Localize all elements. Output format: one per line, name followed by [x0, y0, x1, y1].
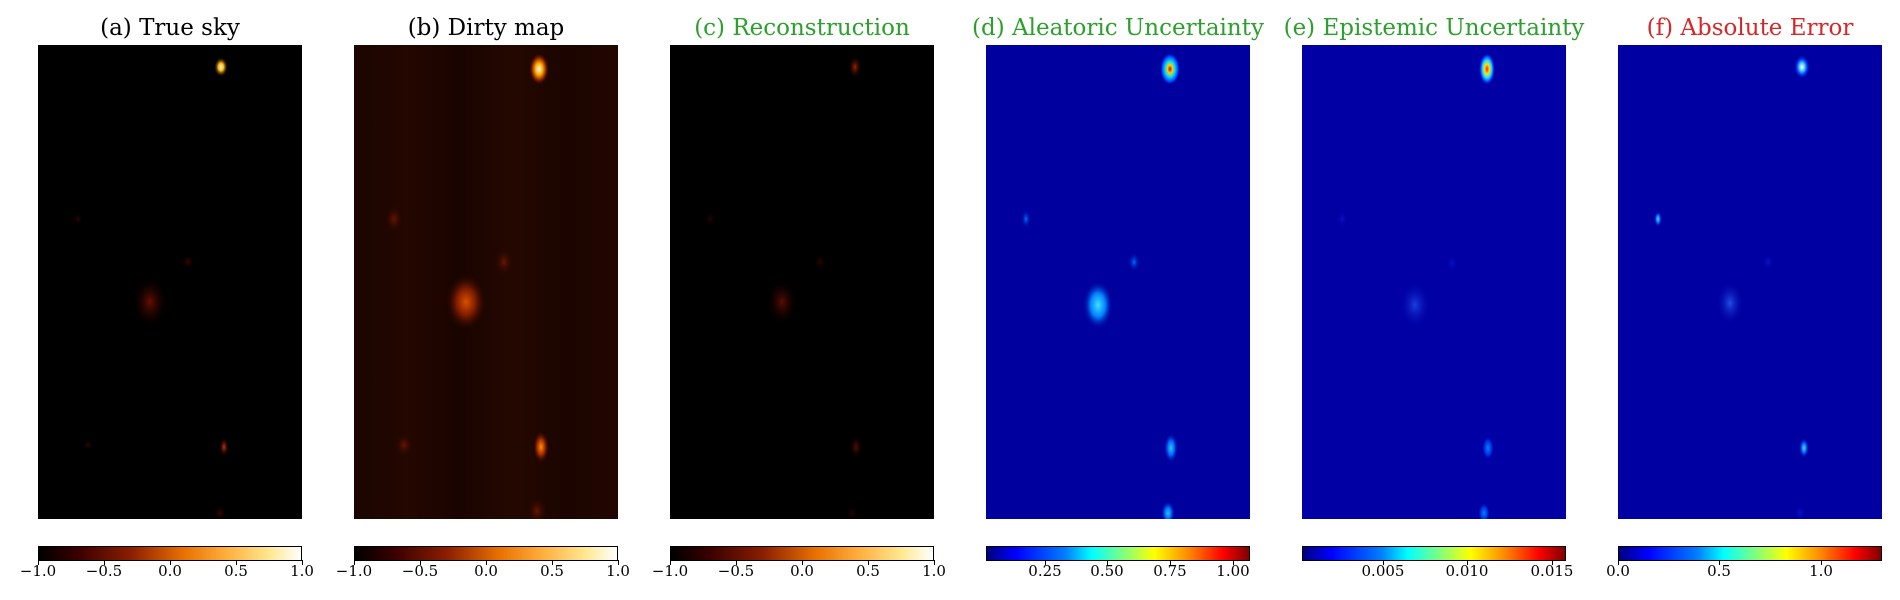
- colorbar-tick-label: 0.50: [1090, 562, 1124, 580]
- colorbar-tick-label: −0.5: [401, 562, 439, 580]
- panel-title: (e) Epistemic Uncertainty: [1283, 15, 1585, 41]
- colorbar-tick-mark: [38, 560, 39, 565]
- panel-title: (f) Absolute Error: [1646, 15, 1854, 41]
- colorbar: [1618, 546, 1882, 561]
- image-epistemic-uncertainty: [1302, 45, 1566, 519]
- colorbar-tick-mark: [486, 560, 487, 565]
- colorbar-tick-label: −1.0: [335, 562, 373, 580]
- colorbar-tick-mark: [104, 560, 105, 565]
- panel-title: (a) True sky: [100, 15, 240, 41]
- colorbar-tick-label: 0.010: [1445, 562, 1489, 580]
- colorbar-tick-label: 1.0: [1809, 562, 1833, 580]
- colorbar: [354, 546, 618, 561]
- colorbar-tick-label: 0.005: [1361, 562, 1405, 580]
- colorbar-tick-mark: [552, 560, 553, 565]
- panel-true-sky: (a) True sky −1.0 −0.5 0.0 0.5 1.0: [20, 0, 314, 600]
- panel-reconstruction: (c) Reconstruction −1.0 −0.5 0.0 0.5 1.0: [652, 0, 946, 600]
- colorbar-tick-label: 0.5: [1707, 562, 1731, 580]
- colorbar-tick-label: 0.0: [790, 562, 814, 580]
- colorbar-tick-label: 0.5: [224, 562, 248, 580]
- colorbar-tick-mark: [1618, 560, 1619, 565]
- colorbar: [986, 546, 1250, 561]
- panel-title: (b) Dirty map: [407, 15, 565, 41]
- colorbar-tick-mark: [170, 560, 171, 565]
- colorbar-tick-mark: [1821, 560, 1822, 565]
- colorbar-tick-label: 0.015: [1530, 562, 1574, 580]
- colorbar-tick-label: 1.0: [606, 562, 630, 580]
- colorbar-tick-mark: [868, 560, 869, 565]
- colorbar-tick-mark: [1107, 560, 1108, 565]
- colorbar-tick-mark: [670, 560, 671, 565]
- colorbar-tick-mark: [618, 560, 619, 565]
- colorbar-tick-mark: [736, 560, 737, 565]
- colorbar: [670, 546, 934, 561]
- colorbar-tick-label: 1.0: [290, 562, 314, 580]
- colorbar-tick-mark: [802, 560, 803, 565]
- colorbar-tick-mark: [1467, 560, 1468, 565]
- panel-aleatoric-uncertainty: (d) Aleatoric Uncertainty 0.25 0.50 0.75 1.…: [972, 0, 1264, 600]
- panel-title: (d) Aleatoric Uncertainty: [972, 15, 1264, 41]
- image-dirty-map: [354, 45, 618, 519]
- colorbar-tick-label: 1.00: [1216, 562, 1250, 580]
- colorbar-tick-mark: [1383, 560, 1384, 565]
- colorbar-tick-label: 0.5: [540, 562, 564, 580]
- panel-epistemic-uncertainty: (e) Epistemic Uncertainty 0.005 0.010 0.01…: [1284, 0, 1585, 600]
- image-absolute-error: [1618, 45, 1882, 519]
- colorbar-tick-mark: [1233, 560, 1234, 565]
- colorbar-tick-mark: [1170, 560, 1171, 565]
- colorbar-tick-label: 1.0: [922, 562, 946, 580]
- image-true-sky: [38, 45, 302, 519]
- colorbar: [38, 546, 302, 561]
- colorbar-tick-label: 0.0: [1606, 562, 1630, 580]
- colorbar-tick-mark: [1719, 560, 1720, 565]
- colorbar-tick-label: 0.5: [856, 562, 880, 580]
- colorbar-tick-label: 0.0: [158, 562, 182, 580]
- colorbar-tick-mark: [236, 560, 237, 565]
- colorbar-tick-label: 0.25: [1028, 562, 1062, 580]
- colorbar-tick-label: −1.0: [651, 562, 689, 580]
- colorbar-tick-mark: [1552, 560, 1553, 565]
- panel-title: (c) Reconstruction: [694, 15, 910, 41]
- colorbar-tick-mark: [1045, 560, 1046, 565]
- panel-absolute-error: (f) Absolute Error 0.0 0.5 1.0: [1606, 0, 1882, 600]
- colorbar-tick-mark: [934, 560, 935, 565]
- colorbar-tick-label: −0.5: [85, 562, 123, 580]
- colorbar-tick-mark: [420, 560, 421, 565]
- panel-dirty-map: (b) Dirty map −1.0 −0.5: [336, 0, 630, 600]
- image-aleatoric-uncertainty: [986, 45, 1250, 519]
- colorbar: [1302, 546, 1566, 561]
- colorbar-tick-label: −0.5: [717, 562, 755, 580]
- image-reconstruction: [670, 45, 934, 519]
- colorbar-tick-label: 0.75: [1153, 562, 1187, 580]
- colorbar-tick-label: −1.0: [19, 562, 57, 580]
- colorbar-tick-mark: [354, 560, 355, 565]
- colorbar-tick-mark: [302, 560, 303, 565]
- colorbar-tick-label: 0.0: [474, 562, 498, 580]
